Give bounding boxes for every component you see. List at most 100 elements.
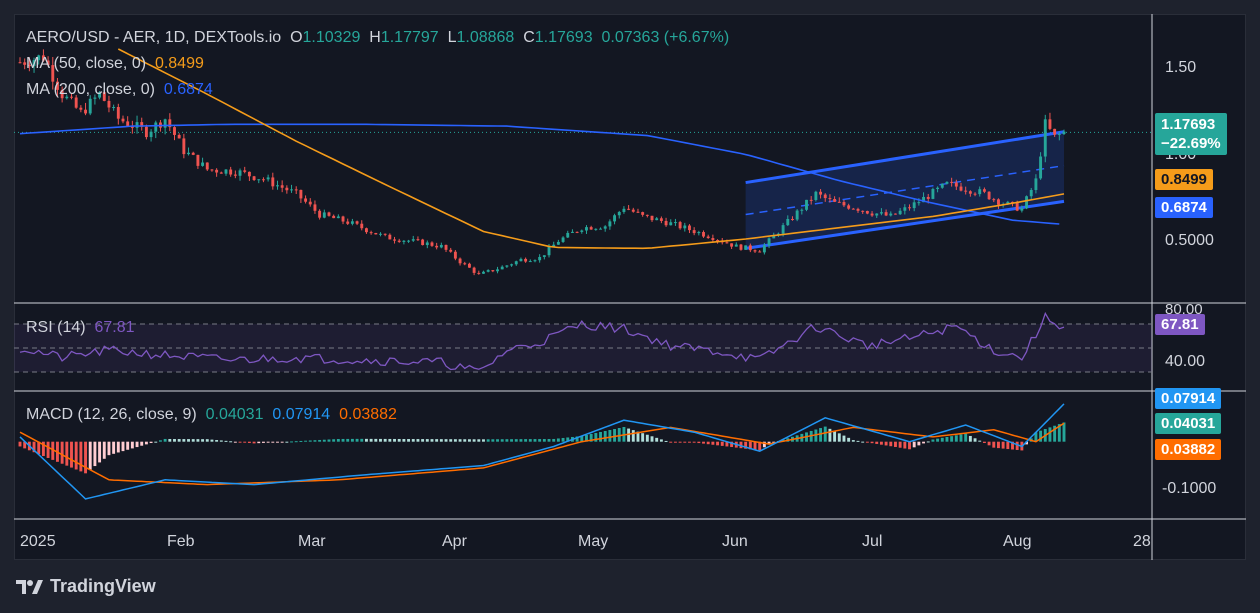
candle-body (978, 189, 982, 195)
macd-histogram-bar (350, 438, 354, 442)
macd-histogram-bar (332, 439, 336, 442)
candle-body (870, 213, 874, 216)
candle-body (758, 251, 762, 253)
candle-body (74, 97, 78, 108)
candle-body (280, 185, 284, 188)
candle-body (130, 126, 134, 128)
candle-body (379, 233, 382, 235)
macd-histogram-bar (814, 429, 818, 442)
candle-body (140, 122, 144, 127)
candle-body (41, 55, 45, 61)
candle-body (622, 208, 626, 212)
macd-histogram-bar (744, 441, 748, 449)
macd-histogram-bar (439, 439, 443, 442)
candle-body (987, 191, 991, 200)
macd-histogram-bar (748, 441, 752, 450)
macd-hist-value: 0.04031 (205, 406, 264, 423)
macd-histogram-bar (903, 441, 907, 449)
macd-histogram-bar (655, 437, 659, 442)
channel-upper (745, 130, 1065, 185)
candle-body (781, 225, 785, 234)
macd-histogram-bar (959, 434, 963, 442)
macd-histogram-bar (135, 441, 139, 448)
candle-body (842, 202, 846, 206)
channel-lower (745, 199, 1065, 250)
low-value: 1.08868 (456, 29, 515, 46)
chart-grid (14, 14, 1246, 560)
candle-body (121, 118, 125, 122)
rsi-tick-40: 40.00 (1165, 353, 1206, 370)
macd-histogram-bar (224, 440, 228, 442)
candle-body (533, 260, 537, 262)
tradingview-brand[interactable]: TradingView (16, 576, 156, 597)
macd-histogram-bar (187, 439, 190, 442)
ma50-line (117, 48, 1065, 250)
macd-histogram-bar (566, 437, 570, 442)
macd-histogram-bar (238, 441, 242, 443)
macd-histogram-bar (987, 441, 991, 446)
macd-histogram-bar (486, 439, 490, 442)
macd-histogram-bar (435, 439, 439, 442)
macd-histogram-bar (627, 428, 631, 442)
macd-histogram-bar (65, 441, 69, 466)
macd-histogram-bar (837, 433, 841, 442)
candle-body (800, 209, 804, 211)
candle-body (599, 228, 602, 230)
macd-histogram-bar (851, 440, 855, 442)
macd-histogram-bar (711, 441, 715, 445)
candle-body (425, 242, 429, 246)
candle-body (819, 191, 823, 195)
candle-body (327, 212, 331, 216)
macd-pane (18, 403, 1066, 500)
high-label: H (369, 29, 381, 46)
macd-histogram-bar (276, 441, 279, 443)
macd-histogram-bar (449, 439, 453, 442)
candle-body (702, 232, 705, 237)
macd-histogram-bar (154, 441, 158, 443)
candle-body (879, 212, 883, 214)
candle-body (725, 242, 729, 244)
rsi-tick-80: 80.00 (1165, 301, 1203, 318)
macd-histogram-bar (950, 436, 954, 442)
candle-body (191, 152, 195, 155)
candle-body (196, 154, 200, 166)
candle-body (369, 232, 373, 234)
candle-body (486, 270, 490, 272)
candle-body (861, 210, 865, 212)
candle-body (51, 65, 55, 82)
macd-histogram-bar (828, 428, 832, 442)
candle-body (388, 234, 392, 240)
candle-body (107, 100, 111, 108)
macd-histogram-bar (603, 430, 607, 442)
candle-body (833, 198, 837, 202)
macd-histogram-bar (926, 441, 930, 443)
macd-histogram-bar (163, 438, 167, 442)
candle-body (467, 263, 471, 268)
macd-histogram-bar (482, 439, 485, 442)
signal-badge: 0.03882 (1155, 439, 1222, 460)
candle-body (411, 239, 415, 241)
macd-histogram-bar (669, 441, 673, 443)
macd-histogram-bar (931, 439, 935, 442)
macd-histogram-bar (23, 441, 27, 449)
macd-histogram-bar (519, 439, 523, 442)
macd-histogram-bar (528, 439, 532, 442)
candle-body (814, 191, 818, 200)
time-tick-mar: Mar (298, 533, 326, 550)
low-label: L (447, 29, 457, 46)
time-tick-jul: Jul (862, 533, 883, 550)
candle-body (982, 189, 986, 192)
macd-histogram-bar (524, 439, 528, 442)
candle-body (898, 210, 902, 215)
candle-body (360, 223, 364, 229)
candle-body (730, 243, 734, 247)
candle-body (491, 270, 495, 272)
candle-body (238, 170, 242, 176)
macd-histogram-bar (112, 441, 116, 454)
candle-body (767, 238, 771, 246)
candle-body (968, 191, 972, 194)
chart-canvas[interactable] (14, 14, 1246, 560)
macd-histogram-bar (84, 441, 87, 474)
macd-histogram-bar (692, 441, 696, 443)
macd-histogram-bar (243, 441, 247, 443)
